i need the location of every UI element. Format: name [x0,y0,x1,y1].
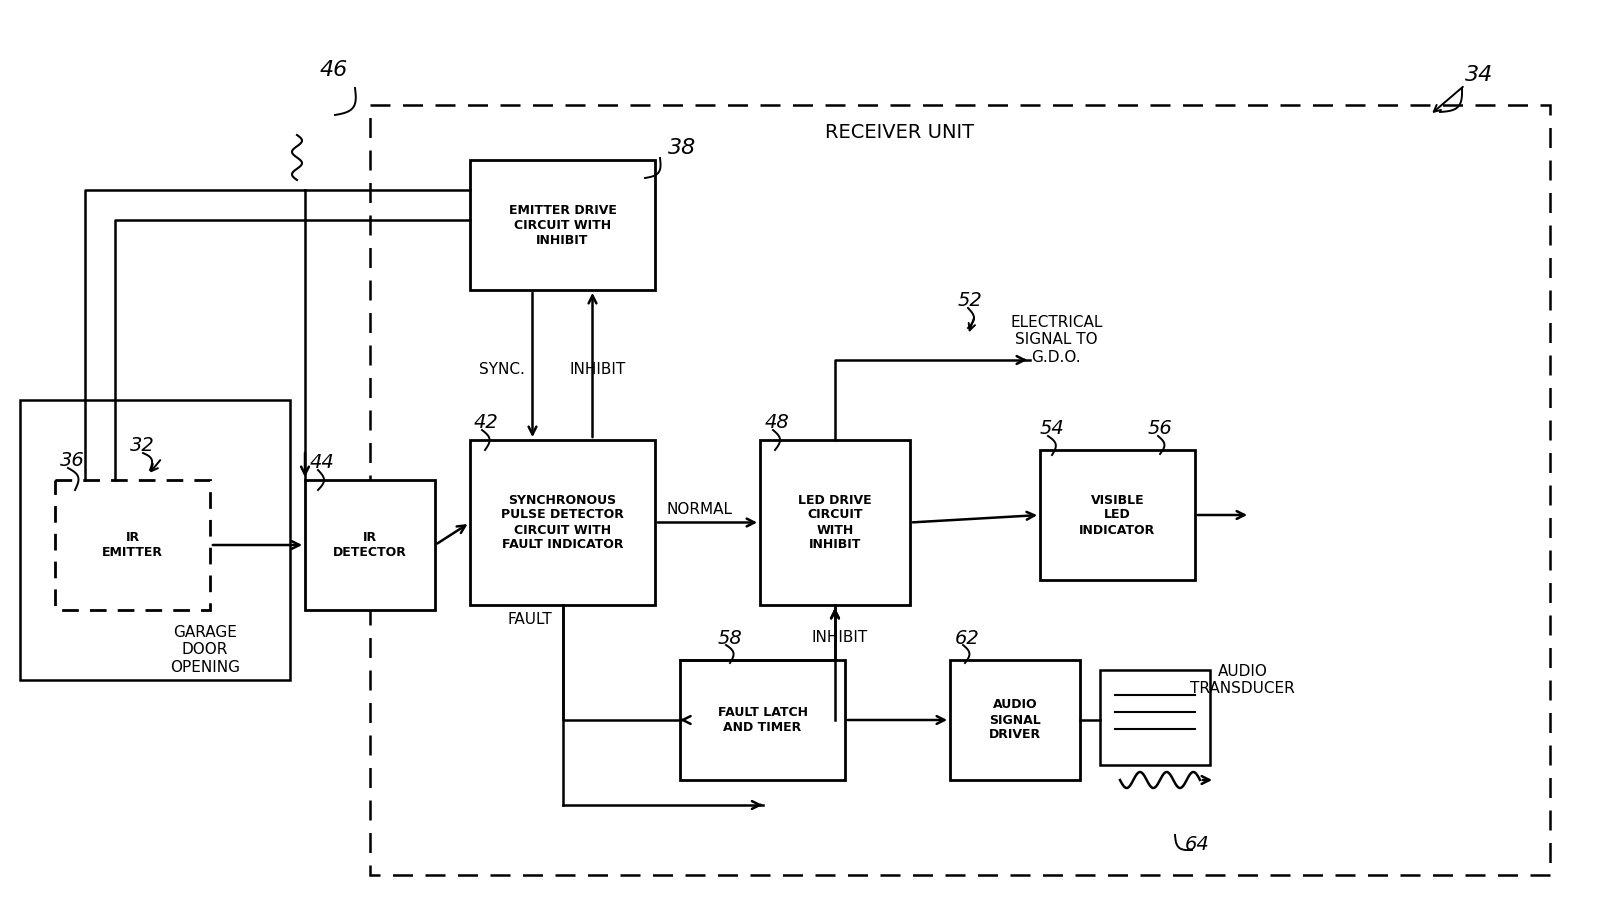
Text: 62: 62 [955,628,979,647]
Text: EMITTER DRIVE
CIRCUIT WITH
INHIBIT: EMITTER DRIVE CIRCUIT WITH INHIBIT [509,204,616,247]
Bar [54,480,210,610]
Text: 56: 56 [1149,418,1173,437]
Text: 34: 34 [1466,65,1493,85]
Bar [19,400,290,680]
Bar [306,480,435,610]
Bar [950,660,1080,780]
Text: AUDIO
SIGNAL
DRIVER: AUDIO SIGNAL DRIVER [989,699,1042,742]
Text: 64: 64 [1186,835,1210,855]
Text: 44: 44 [310,452,334,471]
Text: FAULT: FAULT [507,613,552,627]
Bar [470,440,654,605]
Bar [680,660,845,780]
Text: NORMAL: NORMAL [667,503,733,517]
Text: 38: 38 [669,138,696,158]
Text: SYNC.: SYNC. [478,362,525,378]
Text: RECEIVER UNIT: RECEIVER UNIT [826,123,974,141]
Bar [1040,450,1195,580]
Text: FAULT LATCH
AND TIMER: FAULT LATCH AND TIMER [717,706,808,734]
Text: 36: 36 [61,450,85,470]
Text: IR
EMITTER: IR EMITTER [102,531,163,559]
Text: 46: 46 [320,60,349,80]
Text: GARAGE
DOOR
OPENING: GARAGE DOOR OPENING [170,625,240,675]
Text: AUDIO
TRANSDUCER: AUDIO TRANSDUCER [1190,664,1294,696]
Text: ELECTRICAL
SIGNAL TO
G.D.O.: ELECTRICAL SIGNAL TO G.D.O. [1010,315,1102,365]
Text: INHIBIT: INHIBIT [570,362,626,378]
Text: VISIBLE
LED
INDICATOR: VISIBLE LED INDICATOR [1080,493,1155,536]
Text: 52: 52 [958,291,982,310]
Bar [370,105,1550,875]
Text: 54: 54 [1040,418,1064,437]
Bar [470,160,654,290]
Bar [760,440,910,605]
Text: IR
DETECTOR: IR DETECTOR [333,531,406,559]
Bar [1101,670,1210,765]
Text: 32: 32 [130,436,155,455]
Text: LED DRIVE
CIRCUIT
WITH
INHIBIT: LED DRIVE CIRCUIT WITH INHIBIT [798,493,872,551]
Text: 42: 42 [474,413,499,432]
Text: INHIBIT: INHIBIT [811,631,869,646]
Text: 48: 48 [765,413,790,432]
Text: SYNCHRONOUS
PULSE DETECTOR
CIRCUIT WITH
FAULT INDICATOR: SYNCHRONOUS PULSE DETECTOR CIRCUIT WITH … [501,493,624,551]
Text: 58: 58 [718,628,742,647]
